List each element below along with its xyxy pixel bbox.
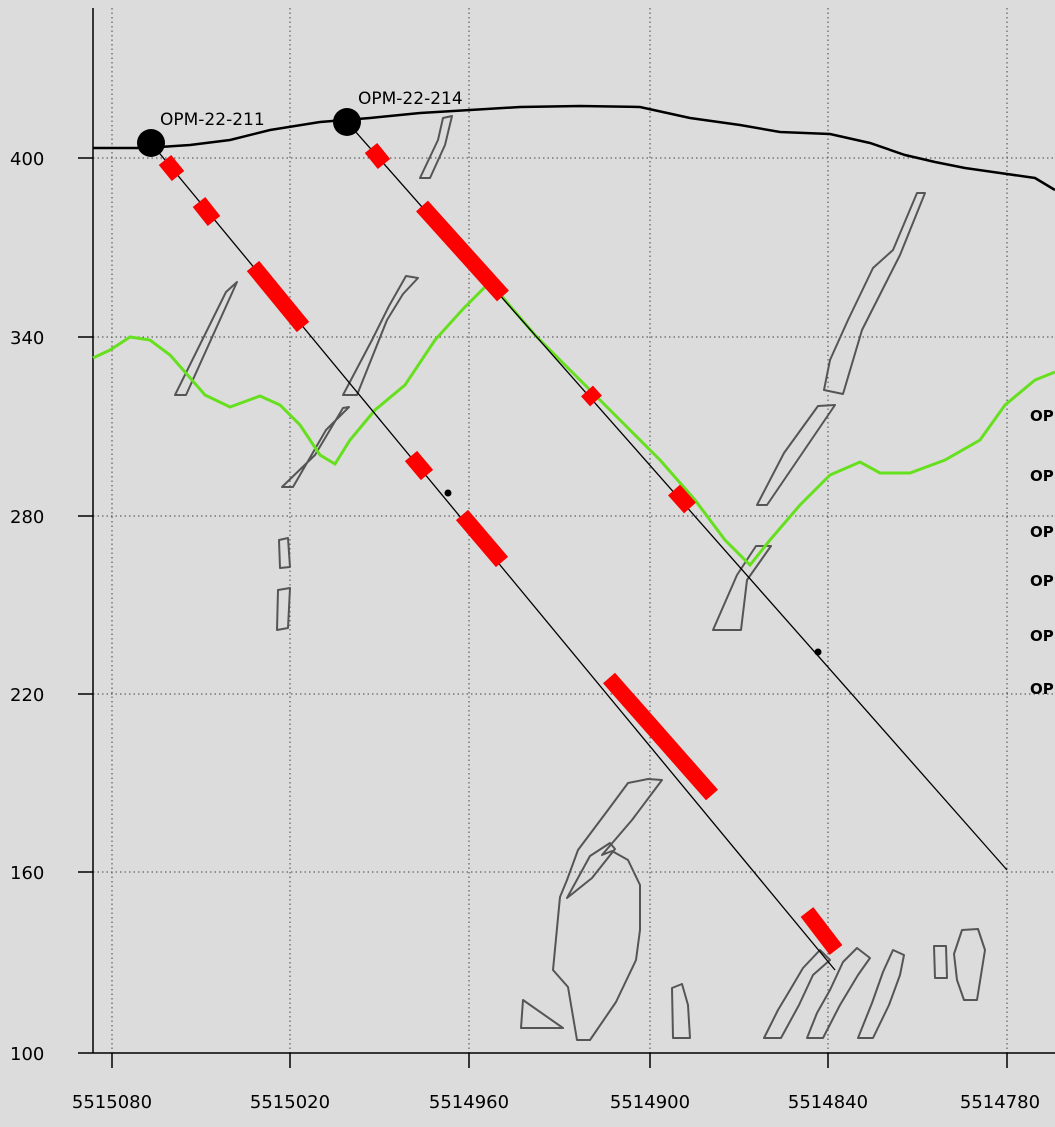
edge-label: OP bbox=[1030, 407, 1054, 425]
y-tick-label: 220 bbox=[10, 685, 44, 706]
lens-outline bbox=[712, 545, 772, 631]
depth-marker bbox=[444, 489, 452, 497]
x-tick-label: 5514900 bbox=[610, 1092, 690, 1113]
collar-marker-214 bbox=[333, 108, 361, 136]
lens-outline bbox=[756, 404, 836, 506]
intercept-211 bbox=[192, 197, 221, 226]
intercept-211 bbox=[602, 672, 719, 801]
depth-marker bbox=[814, 648, 822, 656]
lens-outline bbox=[174, 281, 238, 396]
axes bbox=[78, 8, 1055, 1068]
lens-outline bbox=[342, 275, 419, 396]
lens-outline bbox=[278, 537, 291, 569]
lens-outline bbox=[953, 928, 986, 1001]
lens-outline bbox=[823, 192, 926, 395]
x-tick-label: 5514780 bbox=[960, 1092, 1040, 1113]
y-tick-label: 160 bbox=[10, 863, 44, 884]
edge-label: OP bbox=[1030, 572, 1054, 590]
lens-outline bbox=[671, 983, 691, 1039]
x-tick-label: 5515020 bbox=[250, 1092, 330, 1113]
x-tick-label: 5514840 bbox=[788, 1092, 868, 1113]
grid bbox=[93, 8, 1055, 1053]
hole-label-214: OPM-22-214 bbox=[358, 89, 463, 109]
edge-label: OP bbox=[1030, 680, 1054, 698]
lens-outline bbox=[933, 945, 948, 979]
lens-outline bbox=[857, 949, 905, 1039]
lens-outline bbox=[566, 842, 616, 899]
topography-line bbox=[93, 104, 1055, 192]
edge-label: OP bbox=[1030, 627, 1054, 645]
lens-outline bbox=[520, 999, 564, 1029]
lens-outline bbox=[276, 587, 291, 631]
lens-outline bbox=[552, 778, 663, 1041]
y-tick-label: 100 bbox=[10, 1044, 44, 1065]
overburden-contact-line bbox=[92, 279, 1055, 568]
lens-outline bbox=[419, 115, 453, 179]
intercept-211 bbox=[800, 907, 843, 955]
intercept-214 bbox=[581, 385, 602, 407]
edge-label: OP bbox=[1030, 523, 1054, 541]
y-tick-label: 280 bbox=[10, 507, 44, 528]
intercepts bbox=[158, 142, 843, 955]
intercept-211 bbox=[246, 260, 310, 333]
intercept-214 bbox=[416, 200, 509, 302]
y-tick-label: 400 bbox=[10, 149, 44, 170]
hole-label-211: OPM-22-211 bbox=[160, 110, 265, 130]
y-tick-label: 340 bbox=[10, 328, 44, 349]
intercept-211 bbox=[404, 450, 434, 481]
intercept-214 bbox=[364, 142, 391, 170]
intercept-211 bbox=[455, 509, 509, 568]
lens-outline bbox=[806, 947, 871, 1039]
intercept-211 bbox=[158, 154, 185, 182]
x-tick-label: 5515080 bbox=[72, 1092, 152, 1113]
intercept-214 bbox=[668, 484, 696, 514]
x-tick-label: 5514960 bbox=[429, 1092, 509, 1113]
geology-outlines bbox=[174, 115, 986, 1041]
edge-label: OP bbox=[1030, 467, 1054, 485]
lens-outline bbox=[281, 406, 350, 488]
lens-outline bbox=[763, 949, 831, 1039]
collar-marker-211 bbox=[137, 129, 165, 157]
